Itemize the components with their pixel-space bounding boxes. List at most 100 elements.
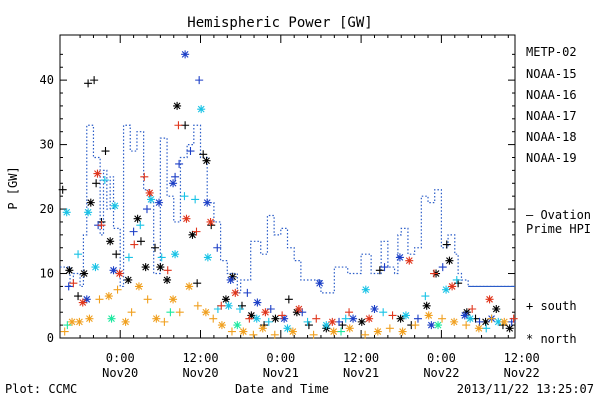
point-metp-02-north [228,272,237,281]
point-noaa-15-south [507,317,516,326]
point-noaa-19-north [78,298,87,307]
point-metp-02-south [338,321,347,330]
point-metp-02-south [498,321,507,330]
point-noaa-18-north [500,317,509,326]
y-tick-label: 20 [40,202,54,216]
point-metp-02-north [221,295,230,304]
footer-plot-credit: Plot: CCMC [5,382,77,396]
point-metp-02-south [193,279,202,288]
point-noaa-16-south [235,304,244,313]
point-noaa-19-north [448,282,457,291]
point-noaa-16-south [264,317,273,326]
point-noaa-16-north [91,263,100,272]
point-metp-02-south [238,301,246,310]
point-noaa-15-south [243,288,252,297]
point-metp-02-north [462,308,471,317]
point-noaa-18-north [75,317,84,326]
point-metp-02-south [284,295,293,304]
point-noaa-18-south [227,327,236,336]
point-noaa-18-north [201,308,210,317]
point-noaa-19-north [115,269,124,278]
x-tick-label-date: Nov21 [263,366,299,380]
point-noaa-18-south [361,330,370,339]
point-noaa-19-south [430,269,439,278]
point-noaa-16-south [482,324,491,333]
legend-north-marker: * north [526,332,577,346]
point-noaa-19-south [245,314,254,323]
point-noaa-17-north [107,314,116,323]
point-metp-02-south [101,147,110,156]
point-noaa-15-north [155,198,164,207]
point-noaa-18-south [487,314,496,323]
ovation-prime-hpi-line [60,124,515,294]
point-metp-02-north [86,198,95,207]
point-noaa-17-south [166,308,175,317]
point-noaa-19-north [145,188,154,197]
point-noaa-16-north [224,301,233,310]
point-noaa-16-north [494,317,503,326]
point-noaa-15-south [475,317,484,326]
point-noaa-18-south [411,321,420,330]
point-metp-02-south [74,292,83,301]
data-points [58,50,518,339]
point-metp-02-south [304,321,313,330]
point-noaa-18-north [134,282,143,291]
legend-entry-noaa-16: NOAA-16 [526,88,577,102]
point-noaa-15-north [349,314,358,323]
point-noaa-19-south [140,172,149,181]
point-metp-02-south [90,76,99,85]
point-metp-02-north [445,256,454,265]
y-tick-label: 0 [47,331,54,345]
x-tick-label-date: Nov21 [343,366,379,380]
point-noaa-15-north [181,50,190,59]
point-metp-02-north [141,263,150,272]
point-noaa-18-north [398,327,407,336]
point-noaa-19-north [182,214,191,223]
y-tick-label: 30 [40,138,54,152]
point-noaa-15-north [370,304,379,313]
legend-entry-noaa-15: NOAA-15 [526,67,577,81]
point-noaa-18-south [95,295,104,304]
point-metp-02-north [163,275,172,284]
legend-entry-noaa-17: NOAA-17 [526,109,577,123]
point-metp-02-north [271,314,280,323]
point-noaa-15-south [438,263,447,272]
point-noaa-15-south [195,76,204,85]
point-metp-02-south [92,179,101,188]
legend-ovation-label-2: Prime HPI [526,222,591,236]
legend-ovation-label: — Ovation [526,208,591,222]
point-metp-02-south [375,266,384,275]
point-noaa-16-south [136,221,145,230]
point-noaa-16-north [322,321,331,330]
x-axis-label: Date and Time [235,382,329,396]
point-metp-02-north [422,301,431,310]
point-noaa-18-north [121,317,130,326]
point-metp-02-north [357,317,366,326]
point-noaa-19-north [294,304,303,313]
x-tick-label-time: 0:00 [106,351,135,365]
point-noaa-15-north [109,266,118,275]
point-noaa-19-south [388,311,397,320]
point-metp-02-north [202,156,211,165]
point-noaa-19-south [345,308,354,317]
point-noaa-16-south [157,253,166,262]
point-metp-02-south [151,243,160,252]
footer-timestamp: 2013/11/22 13:25:07 [457,382,594,396]
point-noaa-16-south [191,195,200,204]
point-noaa-15-south [129,227,138,236]
point-noaa-15-south [171,172,180,181]
point-noaa-16-south [74,250,83,259]
point-noaa-18-north [217,321,226,330]
point-noaa-19-south [97,221,106,230]
legend-entry-metp-02: METP-02 [526,45,577,59]
x-tick-label-time: 12:00 [182,351,218,365]
point-metp-02-north [65,266,74,275]
legend: METP-02 NOAA-15 NOAA-16 NOAA-17 NOAA-18 … [526,45,591,346]
point-noaa-16-south [213,304,222,313]
point-noaa-15-north [395,253,404,262]
point-noaa-19-north [206,217,215,226]
point-noaa-16-south [421,292,430,301]
point-noaa-18-north [258,324,267,333]
point-noaa-18-south [438,314,447,323]
